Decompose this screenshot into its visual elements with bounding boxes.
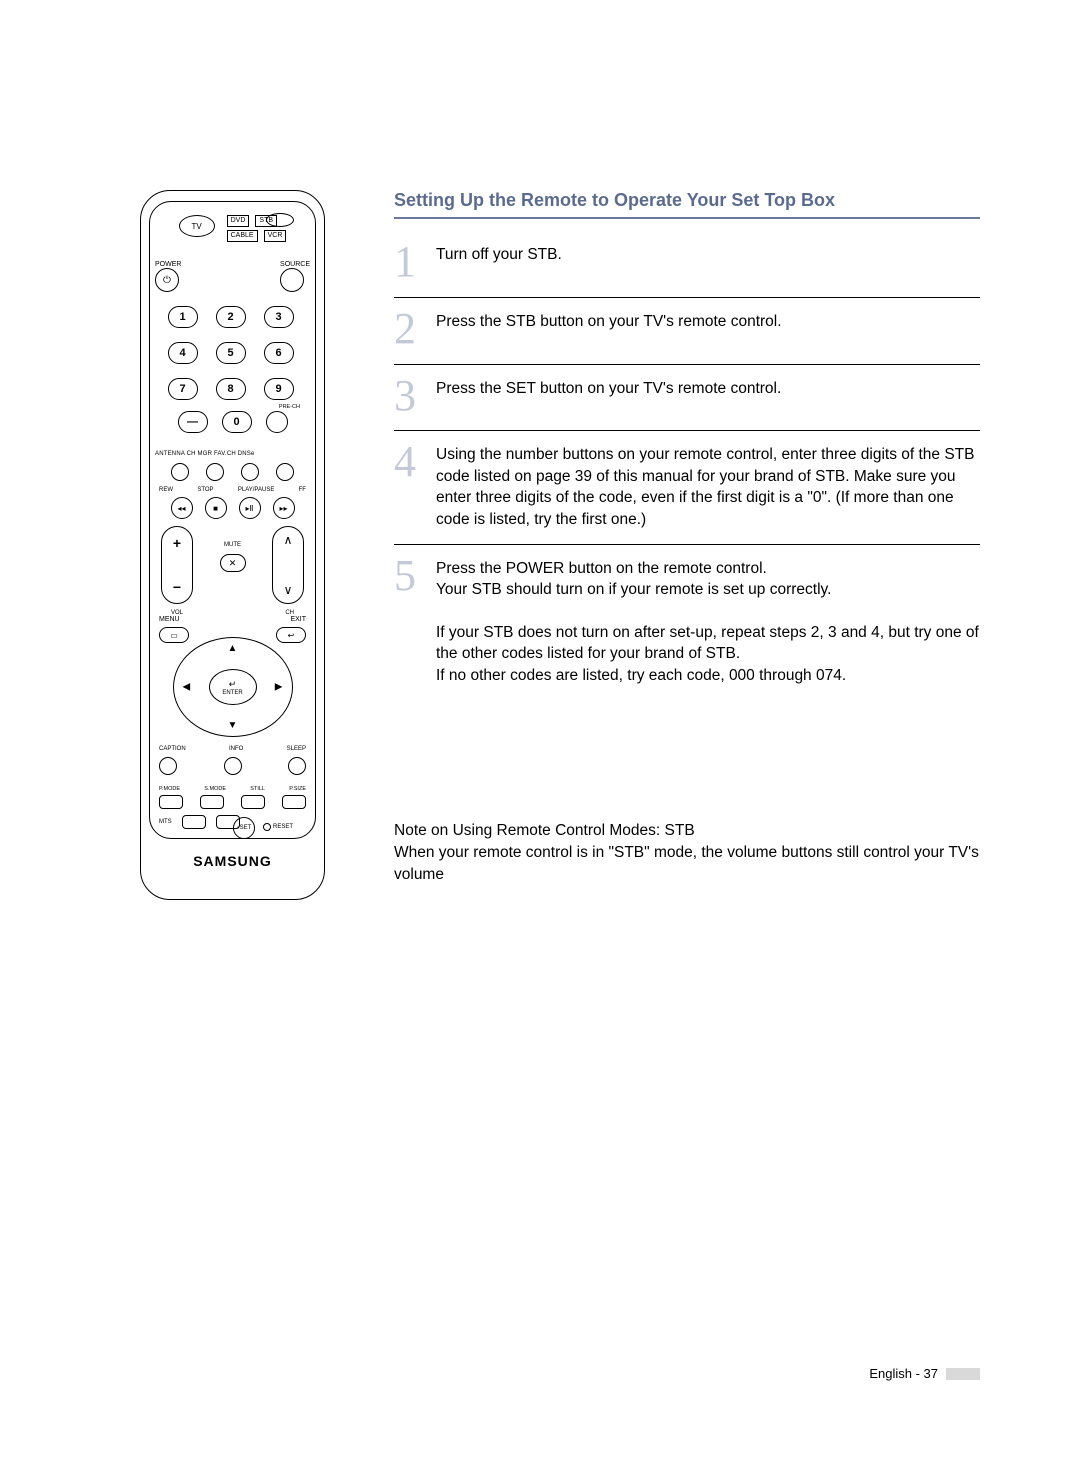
prech-button — [266, 411, 288, 433]
step-number: 2 — [394, 308, 436, 350]
num-0: 0 — [222, 411, 252, 433]
smode-label: S.MODE — [204, 786, 226, 792]
exit-label: EXIT — [290, 616, 306, 623]
power-button: ⏻ — [155, 268, 179, 292]
mute-button: ✕ — [220, 554, 246, 572]
num-3: 3 — [264, 306, 294, 328]
num-1: 1 — [168, 306, 198, 328]
ff-button: ▸▸ — [273, 497, 295, 519]
step-number: 4 — [394, 441, 436, 530]
caption-button — [159, 757, 177, 775]
num-8: 8 — [216, 378, 246, 400]
num-7: 7 — [168, 378, 198, 400]
source-button — [280, 268, 304, 292]
mute-label: MUTE — [224, 542, 241, 548]
mode-cable: CABLE — [227, 230, 258, 242]
page-number: English - 37 — [869, 1366, 938, 1381]
stop-label: STOP — [197, 487, 213, 493]
sleep-button — [288, 757, 306, 775]
still-label: STILL — [250, 786, 265, 792]
caption-label: CAPTION — [159, 746, 186, 752]
step-1: 1 Turn off your STB. — [394, 231, 980, 298]
ff-label: FF — [299, 487, 306, 493]
psize-label: P.SIZE — [289, 786, 306, 792]
stop-button: ■ — [205, 497, 227, 519]
note-body: When your remote control is in "STB" mod… — [394, 842, 980, 885]
step-number: 5 — [394, 555, 436, 686]
dpad-right-icon: ▶ — [275, 682, 283, 693]
mode-selector: TV DVD STB CABLE VCR — [141, 215, 324, 242]
section-title: Setting Up the Remote to Operate Your Se… — [394, 190, 980, 211]
smode-button — [200, 795, 224, 809]
step-text: Press the SET button on your TV's remote… — [436, 375, 781, 417]
dash-button: — — [178, 411, 208, 433]
rew-button: ◂◂ — [171, 497, 193, 519]
dpad: ▲ ▼ ◀ ▶ ↵ ENTER — [173, 637, 293, 737]
step-4: 4 Using the number buttons on your remot… — [394, 431, 980, 545]
still-button — [241, 795, 265, 809]
source-label: SOURCE — [280, 261, 310, 268]
set-button: ○SET — [233, 817, 255, 839]
mode-tv: TV — [179, 215, 215, 237]
power-label: POWER — [155, 261, 181, 268]
pmode-button — [159, 795, 183, 809]
reset-label: RESET — [263, 823, 293, 831]
dpad-up-icon: ▲ — [228, 643, 238, 654]
func-row-labels: ANTENNA CH MGR FAV.CH DNSe — [155, 451, 310, 457]
pmode-label: P.MODE — [159, 786, 180, 792]
dpad-left-icon: ◀ — [183, 682, 191, 693]
favch-button — [241, 463, 259, 481]
title-underline — [394, 217, 980, 219]
step-number: 3 — [394, 375, 436, 417]
num-4: 4 — [168, 342, 198, 364]
num-6: 6 — [264, 342, 294, 364]
step-text: Using the number buttons on your remote … — [436, 441, 980, 530]
num-5: 5 — [216, 342, 246, 364]
step-2: 2 Press the STB button on your TV's remo… — [394, 298, 980, 365]
step-5: 5 Press the POWER button on the remote c… — [394, 545, 980, 700]
mts-label: MTS — [159, 819, 172, 825]
sleep-label: SLEEP — [287, 746, 306, 752]
channel-rocker: ∧∨ — [272, 526, 304, 604]
dnse-button — [276, 463, 294, 481]
step-text: Press the POWER button on the remote con… — [436, 555, 980, 686]
step-3: 3 Press the SET button on your TV's remo… — [394, 365, 980, 432]
mode-vcr: VCR — [264, 230, 287, 242]
footer-bar — [946, 1368, 980, 1380]
step-text: Press the STB button on your TV's remote… — [436, 308, 782, 350]
info-label: INFO — [229, 746, 243, 752]
playpause-label: PLAY/PAUSE — [238, 487, 274, 493]
remote-illustration: TV DVD STB CABLE VCR POWER ⏻ — [140, 190, 325, 900]
enter-button: ↵ ENTER — [209, 669, 257, 705]
page-footer: English - 37 — [869, 1366, 980, 1381]
mts-button — [182, 815, 206, 829]
note-heading: Note on Using Remote Control Modes: STB — [394, 820, 980, 842]
mode-dvd: DVD — [227, 215, 250, 227]
stb-highlight — [266, 213, 294, 227]
volume-rocker: +− — [161, 526, 193, 604]
dpad-down-icon: ▼ — [228, 720, 238, 731]
num-9: 9 — [264, 378, 294, 400]
step-text: Turn off your STB. — [436, 241, 562, 283]
chmgr-button — [206, 463, 224, 481]
brand-logo: SAMSUNG — [141, 853, 324, 869]
note-block: Note on Using Remote Control Modes: STB … — [394, 820, 980, 885]
playpause-button: ▸Ⅱ — [239, 497, 261, 519]
step-number: 1 — [394, 241, 436, 283]
menu-label: MENU — [159, 616, 180, 623]
info-button — [224, 757, 242, 775]
num-2: 2 — [216, 306, 246, 328]
prech-label: PRE-CH — [279, 404, 300, 410]
number-pad: 1 2 3 4 5 6 7 8 9 — [141, 306, 324, 408]
psize-button — [282, 795, 306, 809]
rew-label: REW — [159, 487, 173, 493]
antenna-button — [171, 463, 189, 481]
